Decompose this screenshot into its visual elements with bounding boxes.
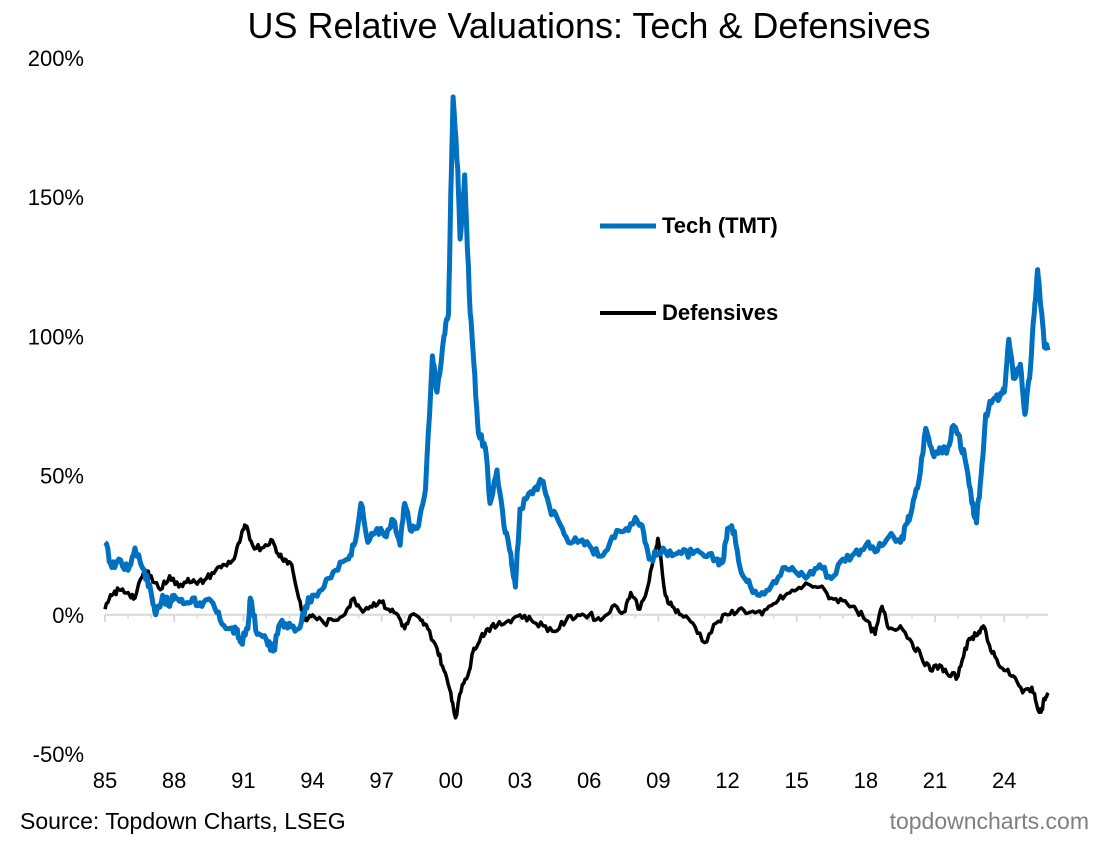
x-tick-label: 18: [854, 768, 878, 793]
x-tick-label: 15: [784, 768, 808, 793]
brand-watermark: topdowncharts.com: [889, 808, 1089, 834]
legend-label-defensives: Defensives: [662, 300, 778, 325]
legend-label-tech: Tech (TMT): [662, 213, 778, 238]
legend: Tech (TMT) Defensives: [600, 213, 778, 325]
x-tick-label: 03: [508, 768, 532, 793]
x-tick-label: 24: [992, 768, 1016, 793]
y-axis: 200% 150% 100% 50% 0% -50%: [28, 46, 84, 767]
x-tick-label: 91: [231, 768, 255, 793]
y-tick-label: 100%: [28, 324, 84, 349]
x-tick-label: 00: [439, 768, 463, 793]
x-tick-label: 97: [369, 768, 393, 793]
x-tick-label: 06: [577, 768, 601, 793]
x-tick-label: 88: [162, 768, 186, 793]
series-line-defensives: [103, 523, 1050, 720]
series-line-tech: [103, 94, 1051, 654]
x-tick-label: 12: [715, 768, 739, 793]
x-axis: 85 88 91 94 97 00 03 06 09 12 15 18 21 24: [93, 614, 1028, 793]
series-layer: [103, 94, 1051, 720]
source-note: Source: Topdown Charts, LSEG: [20, 808, 346, 834]
chart-title: US Relative Valuations: Tech & Defensive…: [247, 5, 930, 46]
y-tick-label: 0%: [52, 603, 84, 628]
y-tick-label: 200%: [28, 46, 84, 71]
x-tick-label: 09: [646, 768, 670, 793]
y-tick-label: 50%: [40, 464, 84, 489]
y-tick-label: -50%: [33, 742, 84, 767]
y-tick-label: 150%: [28, 185, 84, 210]
x-tick-label: 94: [300, 768, 324, 793]
x-tick-label: 21: [923, 768, 947, 793]
x-tick-label: 85: [93, 768, 117, 793]
